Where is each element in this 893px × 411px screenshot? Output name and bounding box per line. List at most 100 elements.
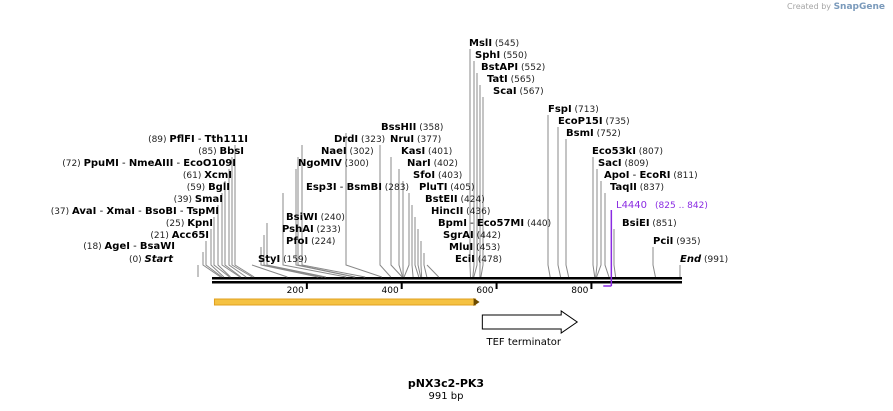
site-position: (25) (166, 219, 187, 229)
enzyme-name: PfoI (286, 236, 308, 247)
site-label[interactable]: BssHII (358) (381, 122, 443, 133)
enzyme-name: MslI (469, 38, 492, 49)
site-label[interactable]: TatI (565) (487, 74, 535, 85)
ruler-tick (495, 283, 498, 289)
site-label[interactable]: Eco53kI (807) (592, 146, 663, 157)
site-separator: - (337, 182, 347, 193)
enzyme-name: MluI (449, 242, 473, 253)
site-label[interactable]: (0) Start (129, 254, 174, 265)
site-label[interactable]: PciI (935) (653, 236, 700, 247)
site-label[interactable]: NaeI (302) (321, 146, 374, 157)
site-position: (442) (474, 231, 501, 241)
site-label[interactable]: SfoI (403) (413, 170, 462, 181)
site-leader (221, 193, 241, 278)
tef-terminator-arrow[interactable] (481, 310, 579, 334)
site-leader (228, 169, 247, 278)
site-position: (159) (280, 255, 307, 265)
enzyme-name: AgeI (105, 241, 130, 252)
enzyme-name: AvaI (72, 206, 96, 217)
site-label[interactable]: (25) KpnI (166, 218, 213, 229)
site-label[interactable]: (18) AgeI - BsaWI (83, 241, 175, 252)
site-label[interactable]: PfoI (224) (286, 236, 335, 247)
site-label[interactable]: PluTI (405) (419, 182, 474, 193)
site-separator: - (130, 241, 140, 252)
site-leader (398, 169, 404, 278)
enzyme-name: XcmI (204, 170, 232, 181)
site-label[interactable]: (37) AvaI - XmaI - BsoBI - TspMI (51, 206, 219, 217)
site-label[interactable]: DrdI (323) (334, 134, 385, 145)
site-label[interactable]: StyI (159) (258, 254, 307, 265)
site-label[interactable]: EciI (478) (455, 254, 502, 265)
site-position: (807) (636, 147, 663, 157)
site-separator: - (119, 158, 129, 169)
site-position: (424) (458, 195, 485, 205)
enzyme-name: EcoO109I (183, 158, 236, 169)
site-label[interactable]: HincII (436) (431, 206, 490, 217)
site-leader (282, 193, 347, 278)
l4440-marker[interactable] (603, 210, 613, 287)
site-label[interactable]: KasI (401) (401, 146, 452, 157)
site-label[interactable]: BsiEI (851) (622, 218, 677, 229)
site-label[interactable]: ApoI - EcoRI (811) (604, 170, 698, 181)
site-labels: (0) Start (18) AgeI - BsaWI(21) Acc65I(25… (51, 38, 728, 265)
site-label[interactable]: SacI (809) (598, 158, 649, 169)
ruler-tick (400, 283, 403, 289)
site-leader (224, 181, 242, 278)
site-label[interactable]: BstAPI (552) (481, 62, 545, 73)
site-label[interactable]: NarI (402) (407, 158, 458, 169)
enzyme-name: Acc65I (172, 230, 209, 241)
site-position: (89) (148, 135, 169, 145)
site-separator: - (630, 170, 640, 181)
site-label[interactable]: (61) XcmI (183, 170, 232, 181)
site-label[interactable]: (85) BbsI (198, 146, 244, 157)
site-label[interactable]: (59) BglI (187, 182, 230, 193)
site-label[interactable]: BsiWI (240) (286, 212, 345, 223)
site-leader (251, 264, 288, 278)
site-leader (480, 97, 484, 278)
enzyme-name: BssHII (381, 122, 416, 133)
site-label[interactable]: BpmI - Eco57MI (440) (438, 218, 551, 229)
site-label[interactable]: SphI (550) (475, 50, 527, 61)
site-label[interactable]: ScaI (567) (493, 86, 544, 97)
site-leader (472, 61, 475, 278)
l4440-label[interactable]: L4440 (825 .. 842) (616, 200, 708, 211)
site-leader (231, 157, 253, 278)
site-label[interactable]: TaqII (837) (610, 182, 664, 193)
site-leader (263, 235, 323, 278)
site-position: (935) (673, 237, 700, 247)
site-leader (595, 169, 598, 278)
site-leader (210, 229, 225, 278)
site-position: (37) (51, 207, 72, 217)
site-position: (39) (174, 195, 195, 205)
site-leader (565, 139, 570, 278)
enzyme-name: EcoRI (639, 170, 670, 181)
site-position: (436) (463, 207, 490, 217)
snapgene-credit: Created by SnapGene (787, 2, 885, 12)
site-position: (21) (150, 231, 171, 241)
orange-feature[interactable] (213, 298, 477, 306)
enzyme-name: Eco57MI (477, 218, 524, 229)
site-label[interactable]: (21) Acc65I (150, 230, 209, 241)
site-label[interactable]: Esp3I - BsmBI (283) (306, 182, 409, 193)
site-position: (283) (382, 183, 409, 193)
site-label[interactable]: (72) PpuMI - NmeAIII - EcoO109I (62, 158, 236, 169)
enzyme-name: TaqII (610, 182, 637, 193)
site-label[interactable]: BstEII (424) (425, 194, 485, 205)
site-label[interactable]: (39) SmaI (174, 194, 223, 205)
site-label[interactable]: End (991) (680, 254, 728, 265)
site-position: (735) (603, 117, 630, 127)
site-label[interactable]: SgrAI (442) (443, 230, 501, 241)
site-label[interactable]: FspI (713) (548, 104, 599, 115)
site-position: (565) (508, 75, 535, 85)
site-position: (453) (473, 243, 500, 253)
site-label[interactable]: PshAI (233) (282, 224, 341, 235)
site-label[interactable]: NgoMIV (300) (298, 158, 369, 169)
site-label[interactable]: MslI (545) (469, 38, 519, 49)
site-label[interactable]: BsmI (752) (566, 128, 621, 139)
site-label[interactable]: (89) PflFI - Tth111I (148, 134, 248, 145)
site-leader (420, 241, 423, 278)
site-label[interactable]: EcoP15I (735) (558, 116, 630, 127)
site-position: (59) (187, 183, 208, 193)
site-label[interactable]: MluI (453) (449, 242, 500, 253)
site-label[interactable]: NruI (377) (390, 134, 441, 145)
